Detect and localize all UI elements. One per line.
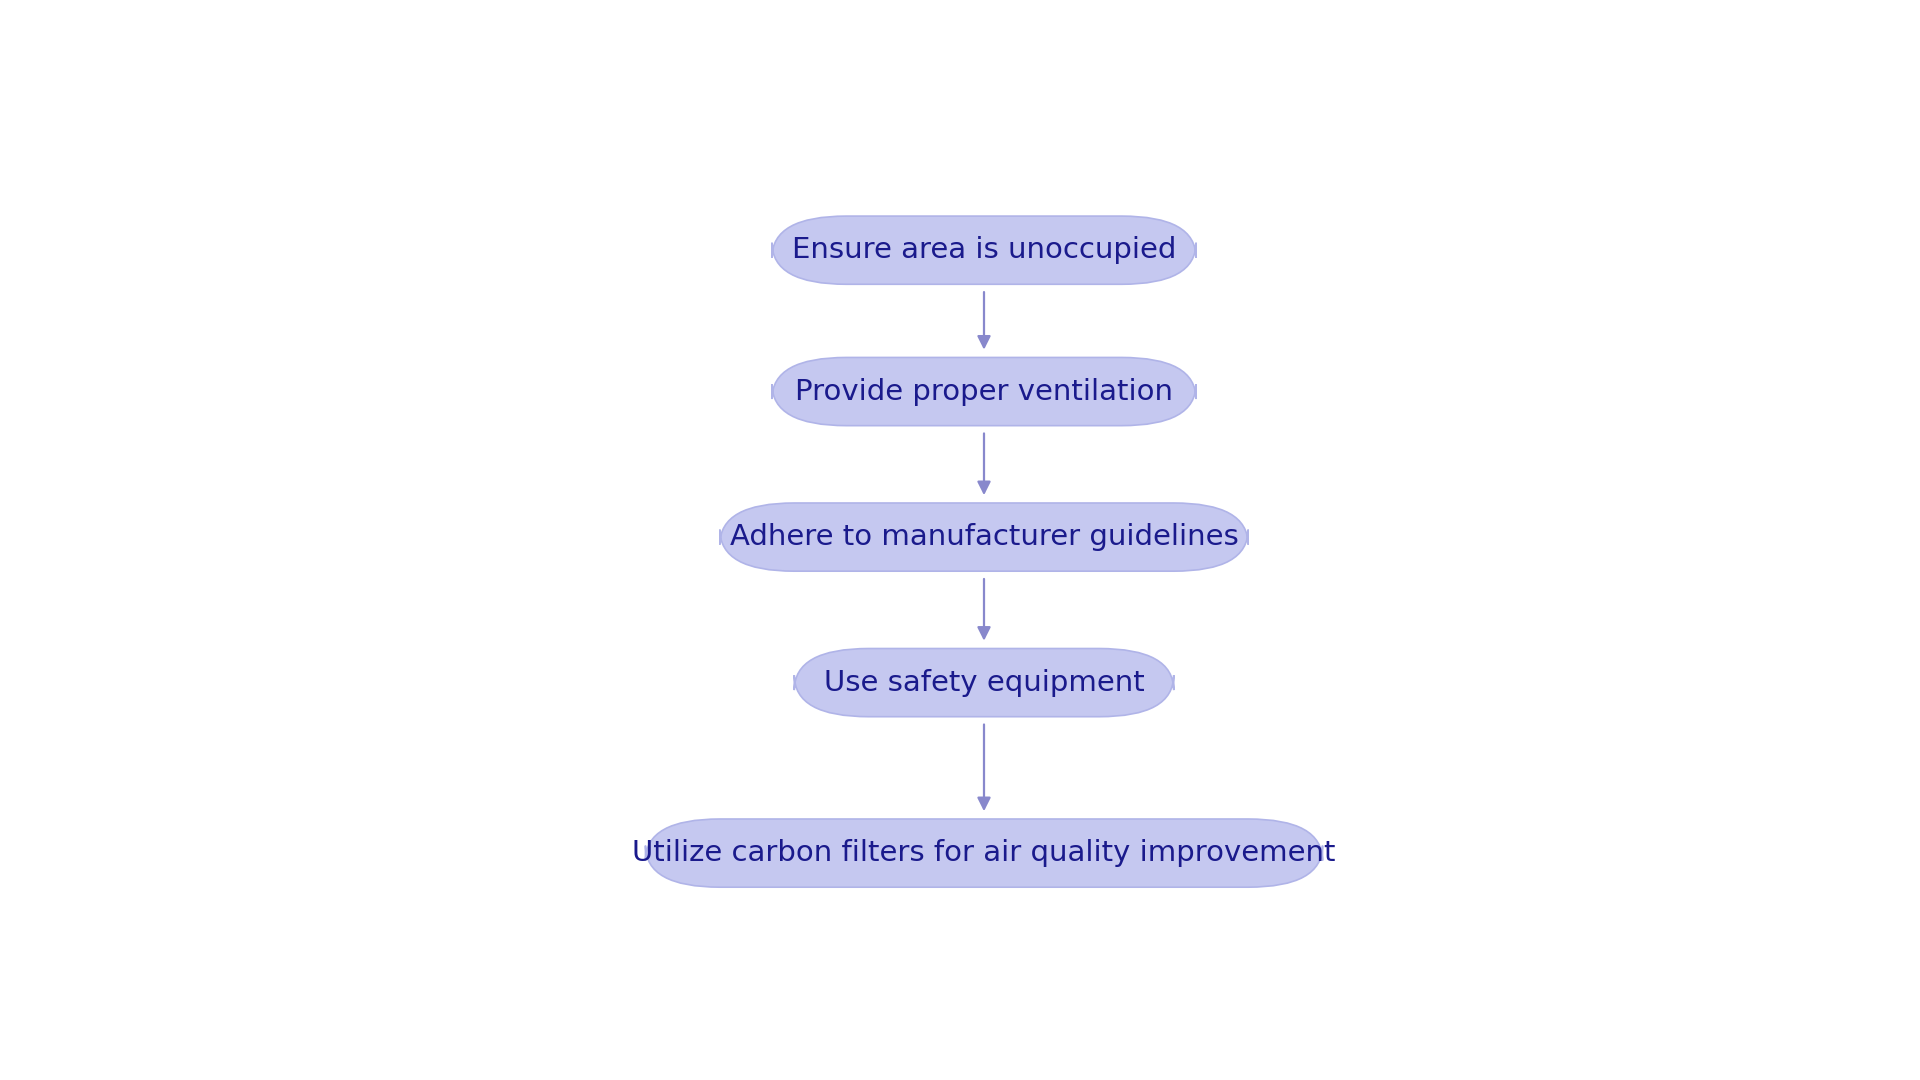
FancyBboxPatch shape	[772, 357, 1196, 426]
Text: Ensure area is unoccupied: Ensure area is unoccupied	[791, 237, 1177, 265]
FancyBboxPatch shape	[645, 819, 1323, 887]
Text: Use safety equipment: Use safety equipment	[824, 669, 1144, 697]
FancyBboxPatch shape	[772, 216, 1196, 284]
FancyBboxPatch shape	[795, 648, 1173, 717]
FancyBboxPatch shape	[720, 503, 1248, 571]
Text: Adhere to manufacturer guidelines: Adhere to manufacturer guidelines	[730, 523, 1238, 551]
Text: Utilize carbon filters for air quality improvement: Utilize carbon filters for air quality i…	[632, 839, 1336, 867]
Text: Provide proper ventilation: Provide proper ventilation	[795, 378, 1173, 406]
